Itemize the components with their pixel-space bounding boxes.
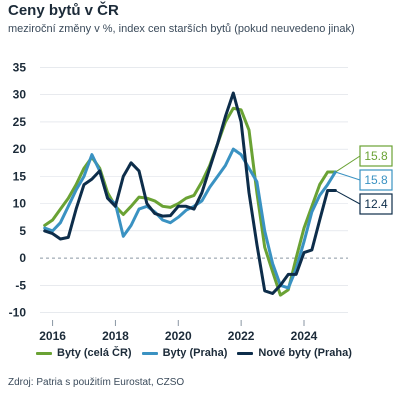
y-tick-label: 20 <box>13 142 27 156</box>
chart-title: Ceny bytů v ČR <box>8 2 119 19</box>
x-tick-label: 2022 <box>228 329 255 343</box>
legend-item-byty-cela-cr: Byty (celá ČR) <box>36 347 132 359</box>
end-label-box <box>359 169 393 191</box>
x-tick-label: 2024 <box>291 329 318 343</box>
end-label-leader <box>335 155 361 173</box>
x-tick-label: 2018 <box>102 329 129 343</box>
series-line-byty-celá-čr <box>43 106 337 297</box>
y-tick-label: 10 <box>13 197 27 211</box>
legend-swatch-navy <box>237 351 254 355</box>
y-tick-label: 5 <box>19 224 26 238</box>
legend-swatch-lightblue <box>141 351 158 355</box>
y-tick-label: 0 <box>19 251 26 265</box>
end-label-leader <box>335 171 361 181</box>
end-label-box <box>359 193 393 215</box>
x-tick-label: 2016 <box>39 329 66 343</box>
legend-label: Nové byty (Praha) <box>258 347 352 359</box>
end-value-label: 15.8 <box>364 173 388 187</box>
y-tick-label: 15 <box>13 169 27 183</box>
end-label-leader <box>335 190 361 205</box>
y-tick-label: 35 <box>13 60 27 74</box>
end-value-label: 15.8 <box>364 149 388 163</box>
legend-label: Byty (Praha) <box>162 347 228 359</box>
legend-label: Byty (celá ČR) <box>57 347 132 359</box>
series-line-nové-byty-praha <box>43 91 337 295</box>
source-note: Zdroj: Patria s použitím Eurostat, CZSO <box>8 377 185 388</box>
chart-subtitle: meziroční změny v %, index cen starších … <box>8 23 355 35</box>
legend-item-byty-praha: Byty (Praha) <box>141 347 228 359</box>
y-tick-label: 30 <box>13 88 27 102</box>
legend-swatch-green <box>36 351 52 355</box>
series-line-byty-praha <box>43 147 337 290</box>
end-label-box <box>359 145 393 167</box>
end-value-label: 12.4 <box>364 197 388 211</box>
y-tick-label: -5 <box>15 278 26 292</box>
chart-legend: Byty (celá ČR) Byty (Praha) Nové byty (P… <box>36 347 352 359</box>
y-tick-label: -10 <box>9 306 27 320</box>
x-tick-label: 2020 <box>165 329 192 343</box>
legend-item-nove-byty-praha: Nové byty (Praha) <box>237 347 352 359</box>
y-tick-label: 25 <box>13 115 27 129</box>
